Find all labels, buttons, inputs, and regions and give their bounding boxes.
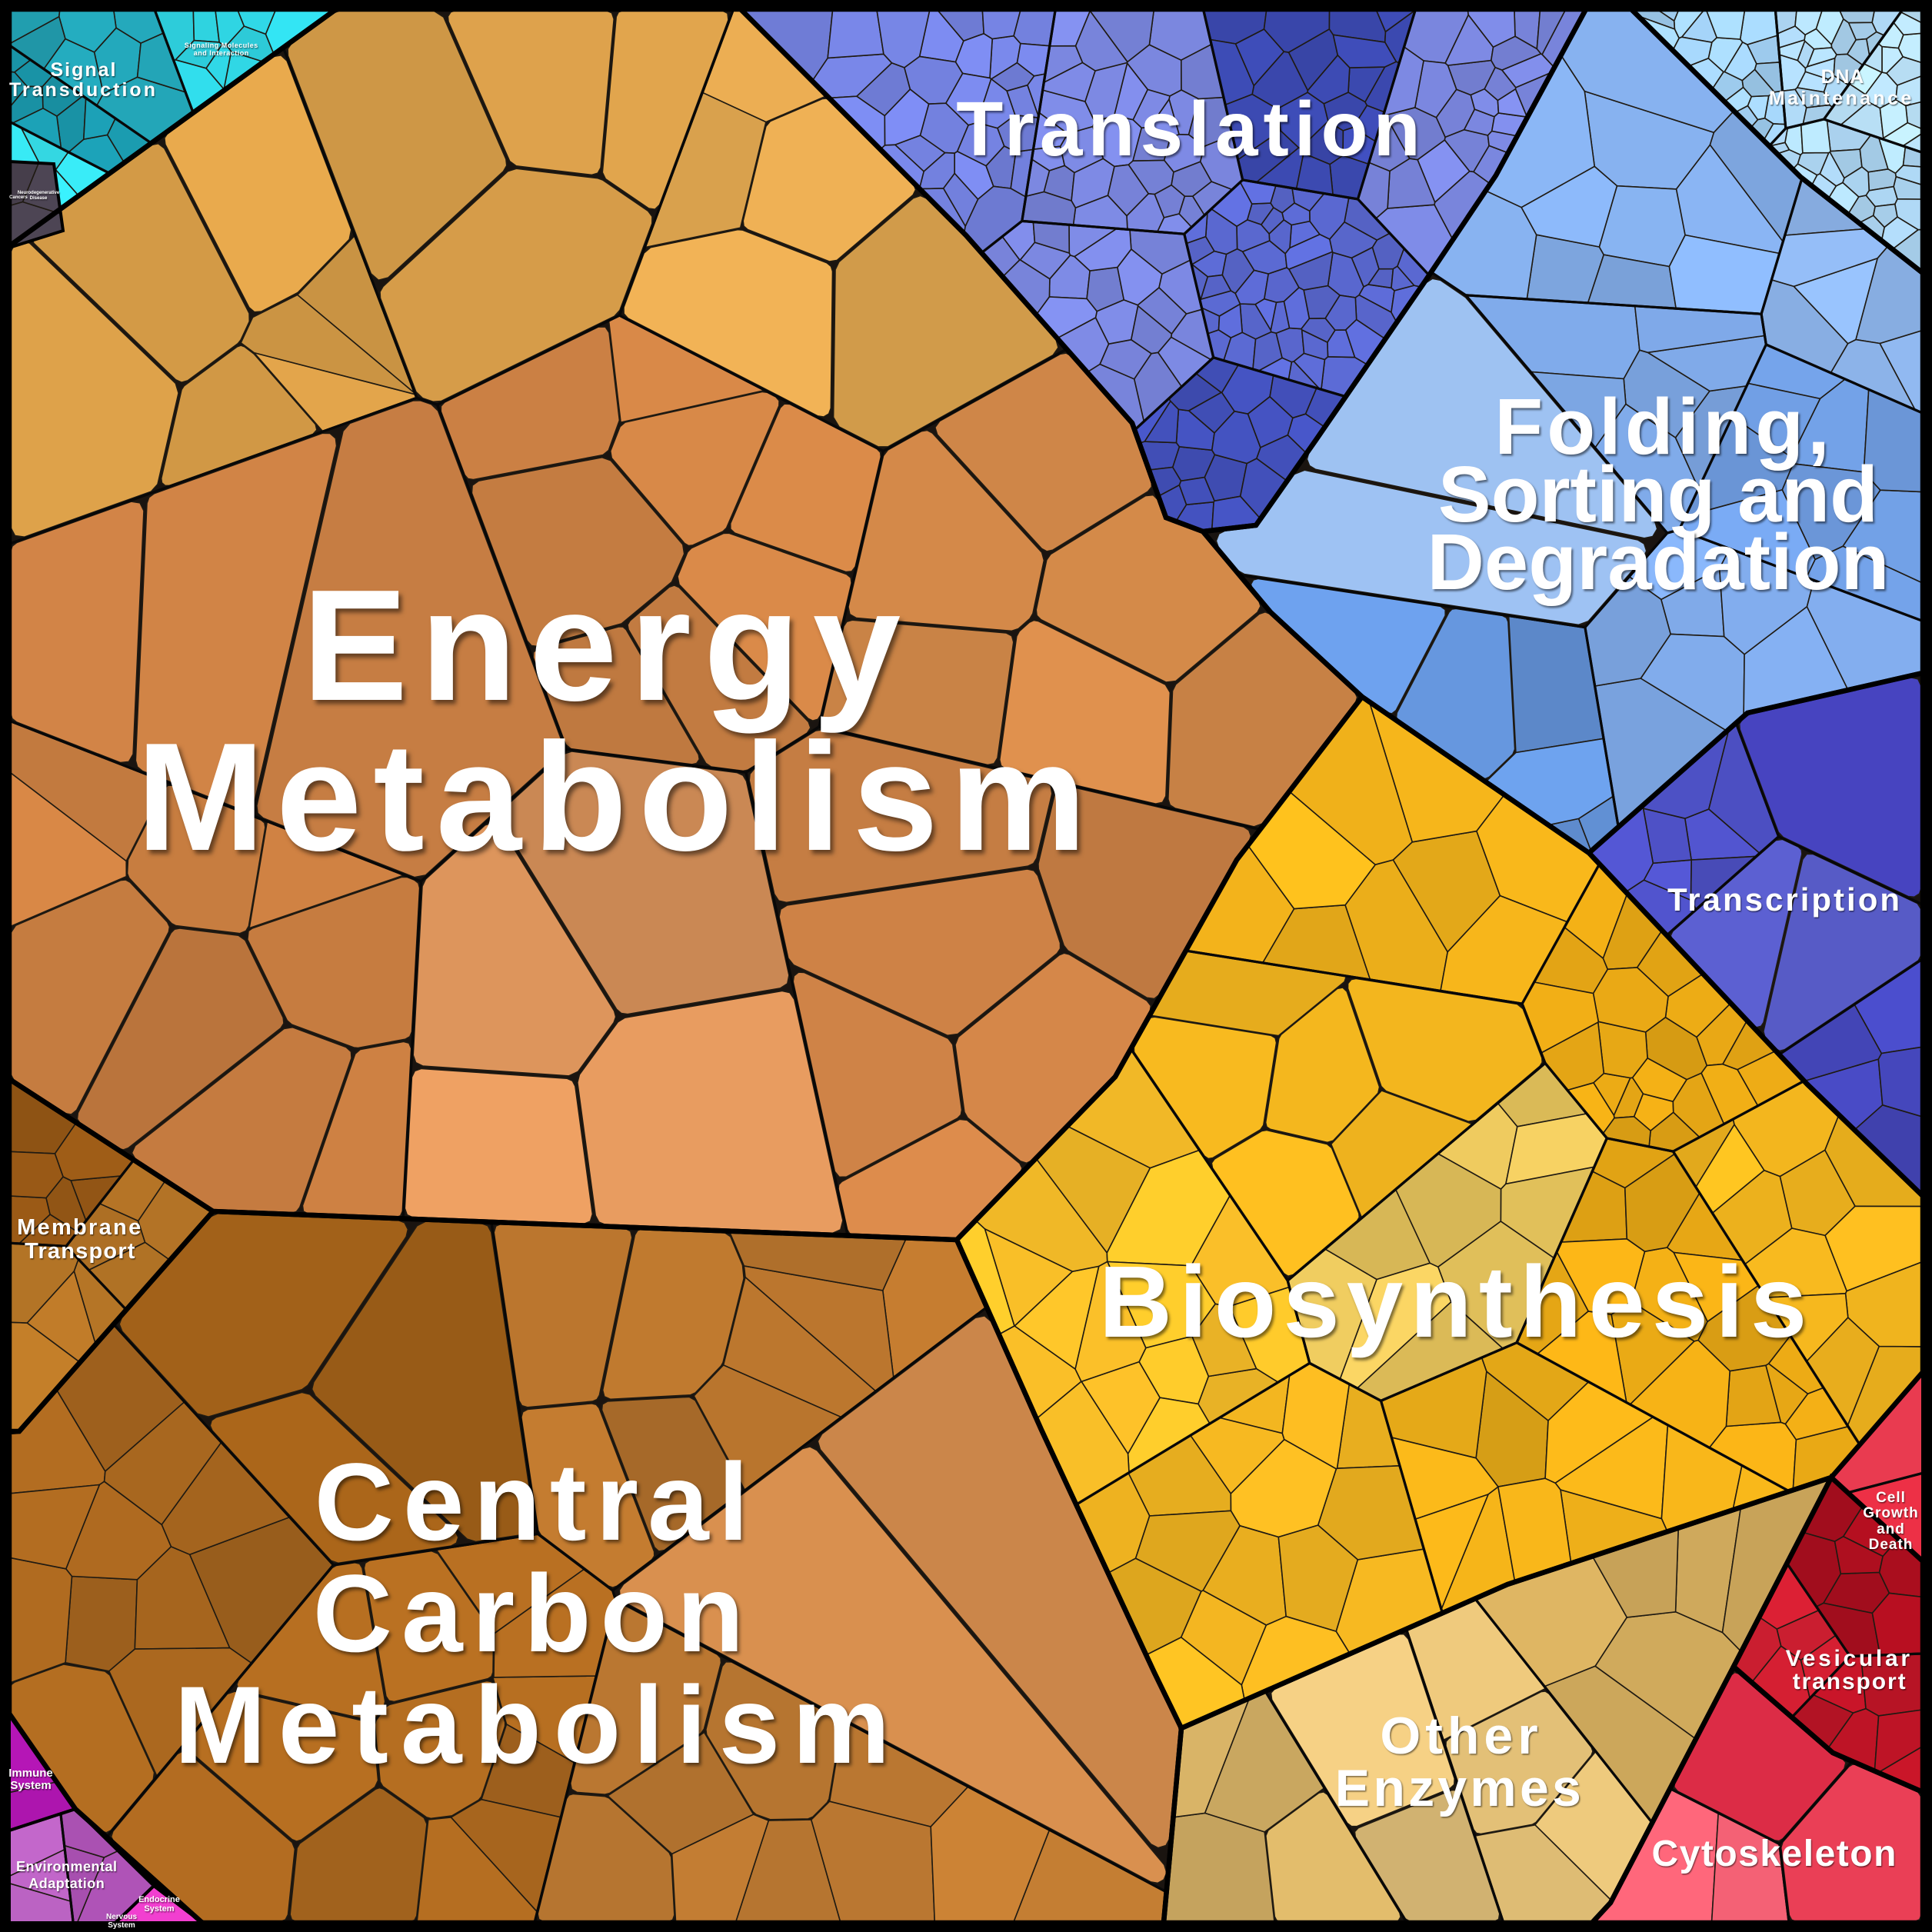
svg-text:Transcription: Transcription: [1667, 881, 1902, 918]
svg-text:Signaling Molecules: Signaling Molecules: [185, 42, 258, 49]
svg-text:Enzymes: Enzymes: [1335, 1759, 1584, 1817]
svg-text:Nervous: Nervous: [106, 1913, 137, 1921]
svg-text:Neurodegenerative: Neurodegenerative: [18, 191, 60, 195]
svg-text:Transduction: Transduction: [9, 79, 158, 101]
svg-text:Degradation: Degradation: [1427, 518, 1890, 606]
svg-text:Translation: Translation: [956, 86, 1425, 172]
svg-text:System: System: [108, 1921, 135, 1930]
svg-text:and Interaction: and Interaction: [194, 49, 249, 57]
svg-text:Central: Central: [315, 1441, 758, 1564]
svg-text:Immune: Immune: [8, 1767, 53, 1780]
svg-text:Membrane: Membrane: [17, 1215, 142, 1240]
svg-text:Other: Other: [1380, 1707, 1542, 1765]
svg-text:Disease: Disease: [30, 196, 48, 201]
svg-text:Growth: Growth: [1863, 1505, 1919, 1521]
svg-text:System: System: [144, 1904, 174, 1914]
svg-text:Folding,: Folding,: [1494, 382, 1833, 471]
svg-text:transport: transport: [1793, 1669, 1907, 1694]
svg-text:Energy: Energy: [302, 557, 913, 734]
svg-text:Metabolism: Metabolism: [175, 1664, 903, 1787]
svg-text:and: and: [1877, 1521, 1905, 1537]
svg-text:Biosynthesis: Biosynthesis: [1099, 1245, 1814, 1358]
svg-text:Transport: Transport: [25, 1239, 136, 1264]
svg-text:Death: Death: [1869, 1537, 1914, 1553]
svg-text:Carbon: Carbon: [313, 1553, 754, 1675]
svg-text:Endocrine: Endocrine: [138, 1895, 180, 1904]
svg-text:Environmental: Environmental: [16, 1859, 118, 1874]
svg-text:Adaptation: Adaptation: [28, 1876, 105, 1891]
svg-text:DNA: DNA: [1821, 66, 1864, 88]
svg-text:Cytoskeleton: Cytoskeleton: [1651, 1834, 1897, 1874]
svg-text:Cancers: Cancers: [9, 195, 28, 200]
svg-text:Cell: Cell: [1876, 1490, 1906, 1506]
svg-text:Sorting and: Sorting and: [1438, 450, 1878, 538]
svg-text:System: System: [10, 1779, 51, 1792]
svg-text:Metabolism: Metabolism: [136, 711, 1098, 883]
svg-text:Maintenance: Maintenance: [1769, 88, 1914, 109]
svg-text:Vesicular: Vesicular: [1786, 1646, 1913, 1671]
svg-text:Signal: Signal: [50, 59, 117, 81]
